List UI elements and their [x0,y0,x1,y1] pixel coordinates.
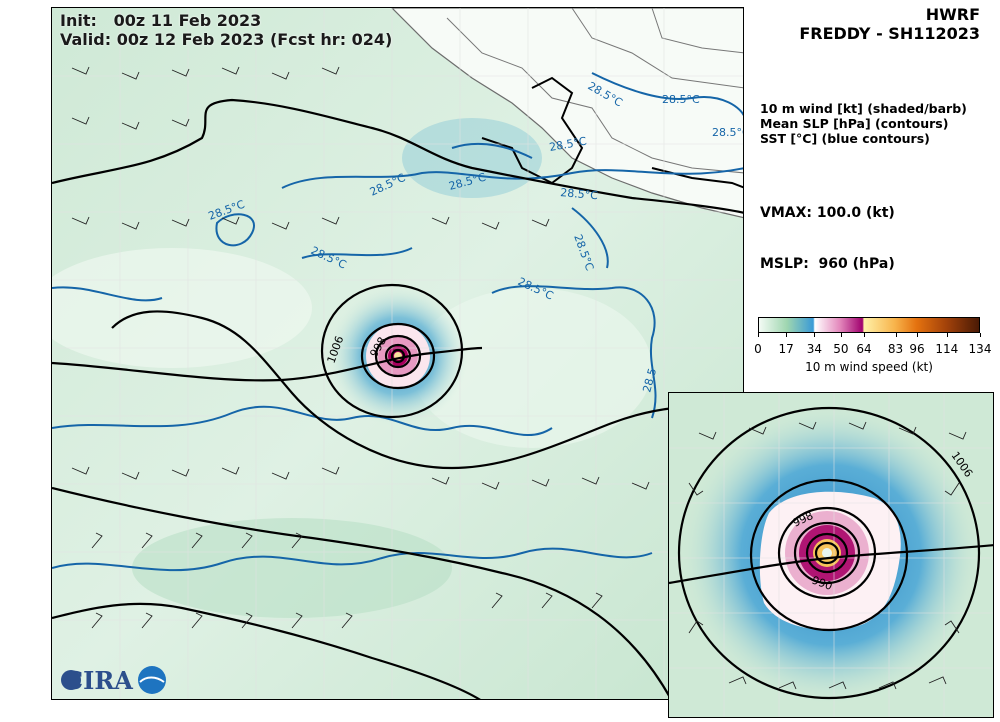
partner-logo-icon [138,666,166,694]
colorbar-tick-mark [758,333,759,337]
cira-logo-text: CIRA [64,666,133,695]
border-line [651,8,743,54]
inset-map-svg: 1006 998 990 [669,393,993,717]
legend-wind: 10 m wind [kt] (shaded/barb) [760,101,967,116]
colorbar-tick-label: 17 [778,342,794,356]
legend-slp: Mean SLP [hPa] (contours) [760,116,949,131]
colorbar-tick-label: 64 [856,342,872,356]
main-map-svg: 28.5°C 28.5°C 28.5°C 28.5°C 28.5°C 28.5°… [52,8,744,699]
inset-wind-barbs [688,421,967,690]
colorbar-tick-label: 114 [935,342,959,356]
storm-name: FREDDY - SH112023 [799,24,980,43]
colorbar-tick-label: 0 [754,342,762,356]
field-legend: 10 m wind [kt] (shaded/barb) Mean SLP [h… [760,101,967,146]
mslp-value: MSLP: 960 (hPa) [760,256,895,272]
border-line [571,8,743,89]
colorbar-tick-label: 50 [833,342,849,356]
vmax-value: VMAX: 100.0 (kt) [760,205,895,221]
colorbar-tick-mark [786,333,788,337]
wind-low-patch [52,248,312,368]
colorbar-tick-label: 96 [909,342,925,356]
cira-logo: CIRA [60,664,170,696]
inset-slp-contours [669,406,993,700]
colorbar-tick-mark [864,333,866,337]
storm-stats: VMAX: 100.0 (kt) MSLP: 960 (hPa) [760,171,895,290]
coastline [481,76,584,185]
colorbar-tick-label: 134 [968,342,992,356]
colorbar-tick-mark [840,333,842,337]
inset-gridlines [669,393,993,717]
legend-sst: SST [°C] (blue contours) [760,131,930,146]
colorbar-tick-mark [946,333,948,337]
model-name: HWRF [925,5,980,24]
border-line [446,17,743,174]
sst-label: 28.5 [640,367,659,394]
colorbar-tick-label: 34 [806,342,822,356]
land-mass [391,8,743,219]
slp-contours [52,98,743,699]
sst-label: 28.5°C [662,93,700,106]
sst-label: 28.5°C [712,126,744,139]
valid-time: Valid: 00z 12 Feb 2023 (Fcst hr: 024) [60,30,393,49]
main-map: 28.5°C 28.5°C 28.5°C 28.5°C 28.5°C 28.5°… [51,7,744,700]
sst-contours [52,72,743,572]
sst-label: 28.5°C [560,186,599,202]
wind-speed-colorbar [758,317,980,333]
cira-logo-globe [61,670,81,690]
sst-label: 28.5°C [548,135,588,154]
wind-mid-patch [132,518,452,618]
colorbar-label: 10 m wind speed (kt) [805,360,933,374]
header-right: HWRF FREDDY - SH112023 [799,5,980,43]
inset-zoom-map: 1006 998 990 [668,392,994,718]
colorbar-tick-mark [814,333,816,337]
colorbar-tick-mark [917,333,919,337]
colorbar-tick-mark [895,333,897,337]
wind-barbs [71,66,650,629]
colorbar-tick-mark [980,333,981,337]
inset-eye [822,548,832,558]
init-time: Init: 00z 11 Feb 2023 [60,11,262,30]
colorbar-tick-label: 83 [887,342,904,356]
wind-low-patch [412,288,652,448]
